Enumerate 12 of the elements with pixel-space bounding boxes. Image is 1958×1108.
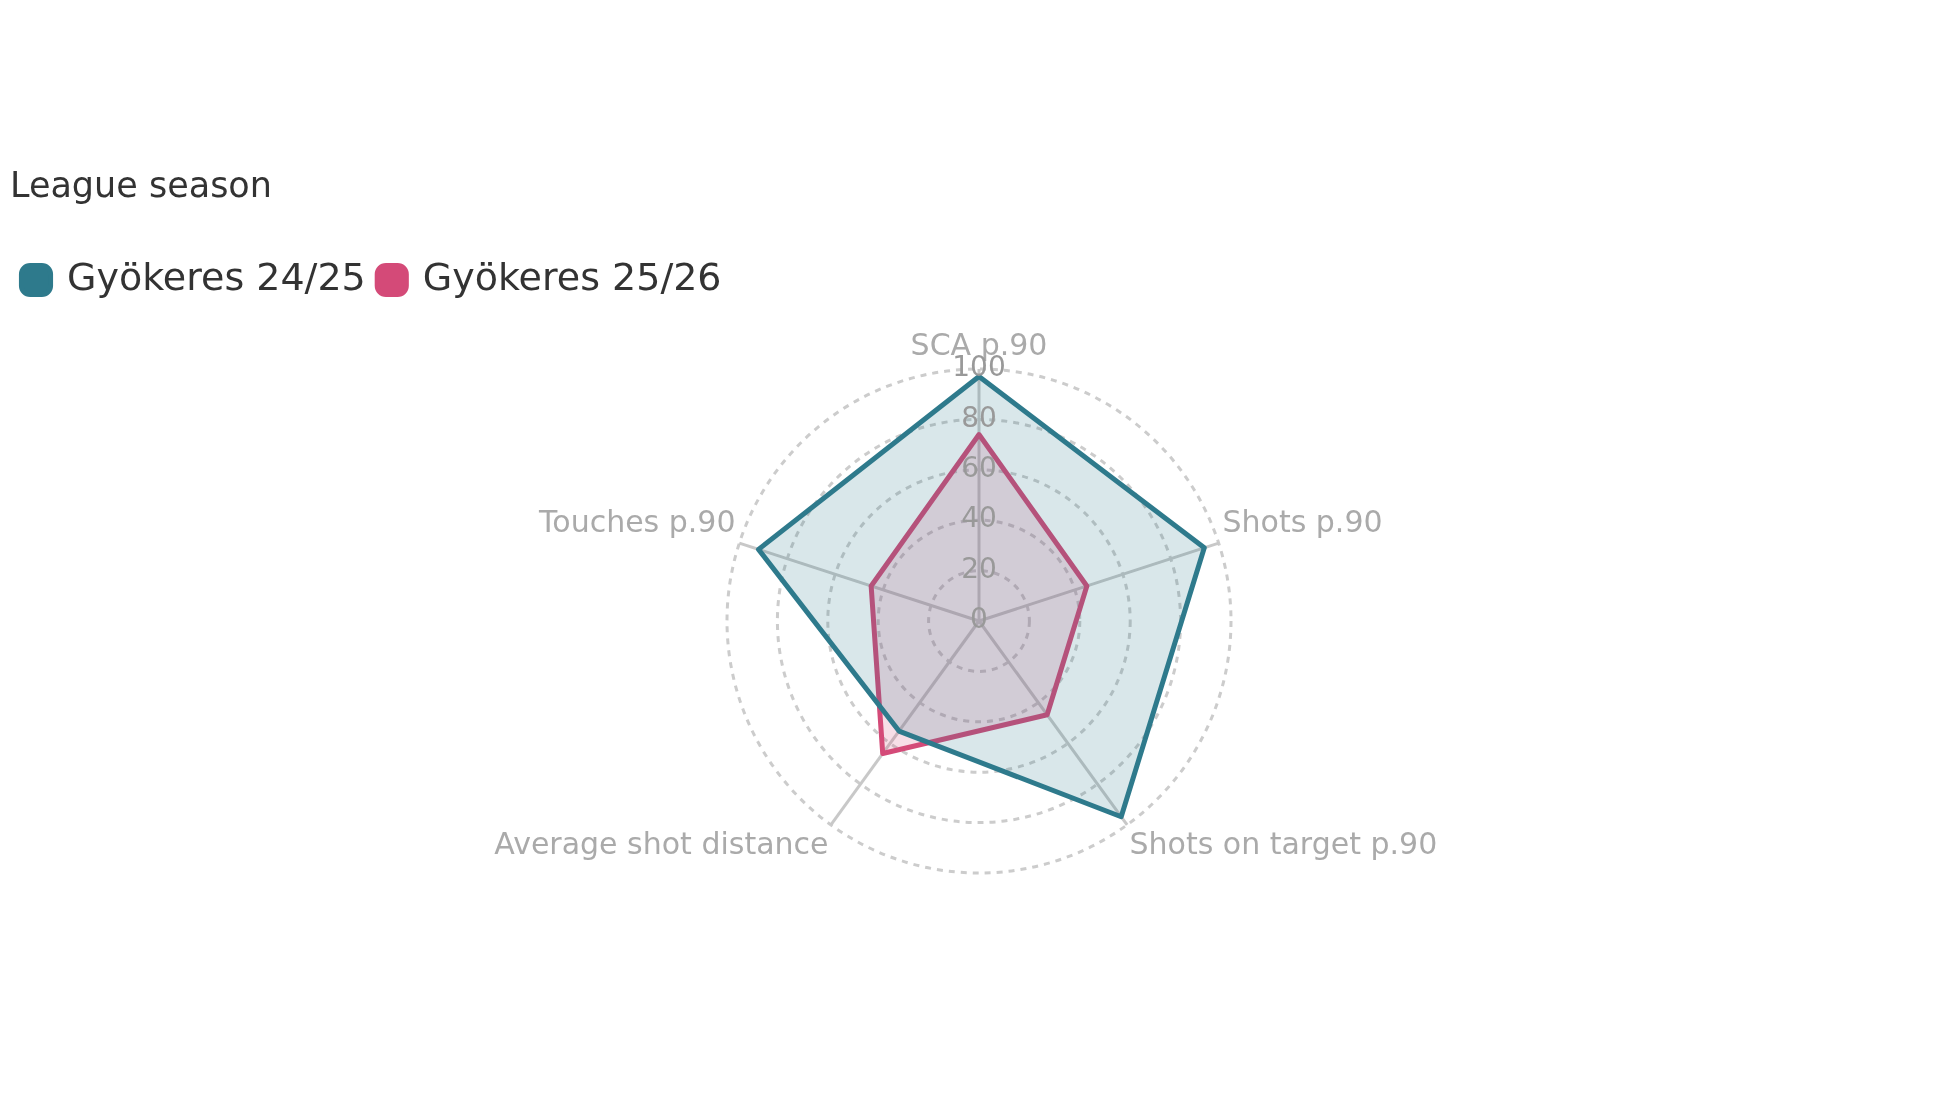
legend-label: Gyökeres 24/25 xyxy=(67,254,366,299)
y-tick-label: 60 xyxy=(961,451,997,485)
y-tick-label: 40 xyxy=(961,501,997,535)
y-tick-label: 0 xyxy=(970,602,988,636)
spoke-label: Average shot distance xyxy=(494,825,829,861)
spoke-label: Shots p.90 xyxy=(1222,503,1383,539)
y-tick-label: 80 xyxy=(961,400,997,434)
legend-title: League season xyxy=(10,164,272,205)
spoke-label: Touches p.90 xyxy=(538,503,736,539)
spoke-label: Shots on target p.90 xyxy=(1129,825,1438,861)
legend-label: Gyökeres 25/26 xyxy=(422,254,722,299)
y-tick-label: 20 xyxy=(961,551,997,585)
